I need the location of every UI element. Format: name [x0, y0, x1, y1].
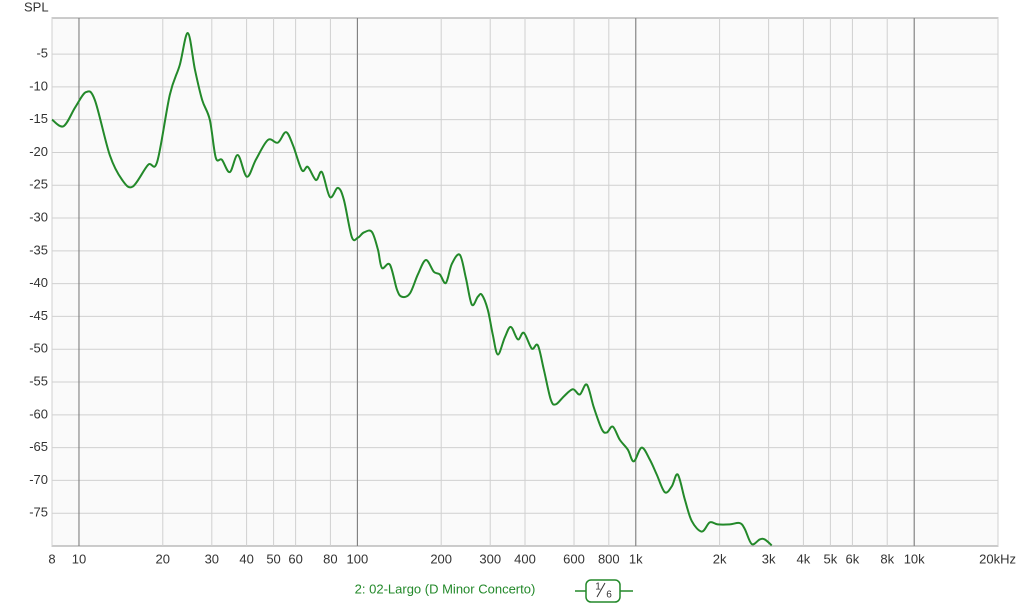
x-tick-label: 50: [266, 551, 280, 566]
x-tick-label: 1k: [629, 551, 643, 566]
y-tick-label: -30: [29, 209, 48, 224]
y-tick-label: -55: [29, 373, 48, 388]
y-tick-label: -50: [29, 341, 48, 356]
x-tick-label: 4k: [797, 551, 811, 566]
x-tick-label: 100: [347, 551, 369, 566]
x-tick-label: 30: [205, 551, 219, 566]
y-tick-label: -35: [29, 242, 48, 257]
smoothing-numerator: 1: [595, 582, 601, 593]
x-tick-label: 800: [598, 551, 620, 566]
y-tick-label: -20: [29, 144, 48, 159]
x-tick-label: 2k: [713, 551, 727, 566]
x-tick-label: 300: [479, 551, 501, 566]
smoothing-indicator[interactable]: 1 6: [575, 579, 633, 603]
smoothing-slash: [596, 582, 606, 598]
y-tick-label: -70: [29, 472, 48, 487]
y-axis-label: SPL: [24, 0, 49, 14]
y-tick-label: -45: [29, 308, 48, 323]
x-tick-label: 6k: [846, 551, 860, 566]
y-tick-label: -75: [29, 505, 48, 520]
x-tick-label: 80: [323, 551, 337, 566]
grid: [51, 18, 999, 546]
y-tick-label: -5: [36, 46, 48, 61]
x-tick-label: 600: [563, 551, 585, 566]
x-tick-label: 10k: [904, 551, 925, 566]
x-tick-label: 10: [72, 551, 86, 566]
y-tick-label: -60: [29, 406, 48, 421]
smoothing-box: [585, 579, 621, 603]
y-tick-label: -25: [29, 177, 48, 192]
x-tick-label: 5k: [824, 551, 838, 566]
x-tick-label: 400: [514, 551, 536, 566]
x-tick-label: 20: [156, 551, 170, 566]
smoothing-denominator: 6: [606, 590, 612, 601]
y-tick-label: -15: [29, 111, 48, 126]
x-tick-label: 40: [239, 551, 253, 566]
series-line: [51, 32, 773, 547]
y-tick-label: -40: [29, 275, 48, 290]
x-tick-label: 60: [288, 551, 302, 566]
x-tick-label: 20kHz: [979, 551, 1016, 566]
series-layer: [51, 32, 773, 547]
y-tick-label: -65: [29, 439, 48, 454]
y-tick-label: -10: [29, 78, 48, 93]
x-tick-label: 3k: [762, 551, 776, 566]
x-tick-label: 8k: [880, 551, 894, 566]
x-tick-label: 8: [48, 551, 55, 566]
x-tick-label: 200: [430, 551, 452, 566]
legend-entry[interactable]: 2: 02-Largo (D Minor Concerto): [355, 581, 536, 596]
